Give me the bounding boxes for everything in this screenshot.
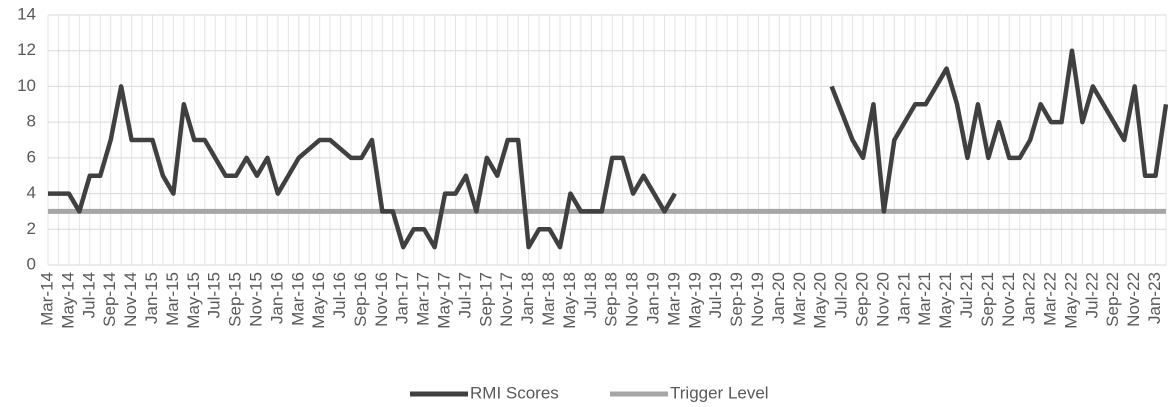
x-tick-label: Mar-16 — [288, 272, 307, 326]
x-tick-label: Nov-22 — [1124, 272, 1143, 327]
x-tick-label: Jan-16 — [267, 272, 286, 324]
x-tick-label: May-16 — [309, 272, 328, 329]
legend-label: RMI Scores — [470, 383, 559, 402]
x-tick-label: Mar-20 — [790, 272, 809, 326]
x-tick-label: Mar-21 — [915, 272, 934, 326]
x-tick-label: Mar-22 — [1041, 272, 1060, 326]
x-tick-label: Nov-19 — [748, 272, 767, 327]
x-tick-label: Jan-17 — [393, 272, 412, 324]
y-tick-label: 2 — [27, 219, 36, 238]
x-tick-label: May-21 — [936, 272, 955, 329]
x-tick-label: Mar-15 — [163, 272, 182, 326]
x-tick-label: Jul-21 — [957, 272, 976, 318]
x-tick-label: Mar-19 — [664, 272, 683, 326]
y-tick-label: 8 — [27, 112, 36, 131]
x-tick-label: Sep-14 — [100, 272, 119, 327]
y-tick-label: 4 — [27, 183, 36, 202]
x-tick-label: Jul-15 — [205, 272, 224, 318]
x-tick-label: Jan-15 — [142, 272, 161, 324]
x-tick-label: Jan-21 — [894, 272, 913, 324]
x-tick-label: May-14 — [58, 272, 77, 329]
x-tick-label: Nov-16 — [372, 272, 391, 327]
x-tick-label: Sep-18 — [602, 272, 621, 327]
x-tick-label: May-22 — [1061, 272, 1080, 329]
x-tick-label: Sep-20 — [852, 272, 871, 327]
x-tick-label: May-17 — [435, 272, 454, 329]
x-tick-label: Jul-16 — [330, 272, 349, 318]
x-tick-label: Jul-19 — [706, 272, 725, 318]
x-tick-label: Nov-15 — [246, 272, 265, 327]
y-tick-label: 10 — [17, 76, 36, 95]
legend-label: Trigger Level — [670, 383, 769, 402]
x-tick-label: Jan-19 — [644, 272, 663, 324]
x-tick-label: Jan-18 — [518, 272, 537, 324]
y-tick-label: 14 — [17, 4, 36, 23]
x-tick-label: Jan-23 — [1145, 272, 1164, 324]
x-tick-label: Nov-17 — [497, 272, 516, 327]
x-tick-label: Nov-21 — [999, 272, 1018, 327]
x-tick-label: Sep-21 — [978, 272, 997, 327]
x-tick-label: Sep-17 — [476, 272, 495, 327]
x-tick-label: Jan-22 — [1020, 272, 1039, 324]
x-tick-label: Sep-16 — [351, 272, 370, 327]
x-tick-label: May-15 — [184, 272, 203, 329]
series-line — [48, 48, 1168, 250]
x-tick-label: Mar-17 — [414, 272, 433, 326]
x-tick-label: May-20 — [811, 272, 830, 329]
x-tick-label: Jul-18 — [581, 272, 600, 318]
x-tick-label: Mar-18 — [539, 272, 558, 326]
x-tick-label: Nov-20 — [873, 272, 892, 327]
x-tick-label: Sep-15 — [226, 272, 245, 327]
x-tick-label: Jan-20 — [769, 272, 788, 324]
x-tick-label: Jul-17 — [455, 272, 474, 318]
legend-item: Trigger Level — [610, 383, 769, 402]
x-tick-label: Sep-22 — [1103, 272, 1122, 327]
x-tick-label: Sep-19 — [727, 272, 746, 327]
x-tick-label: Nov-18 — [623, 272, 642, 327]
x-tick-label: May-19 — [685, 272, 704, 329]
x-tick-label: Nov-14 — [121, 272, 140, 327]
x-tick-label: Jul-22 — [1082, 272, 1101, 318]
x-tick-label: Mar-14 — [37, 272, 56, 326]
legend-item: RMI Scores — [410, 383, 559, 402]
y-tick-label: 6 — [27, 147, 36, 166]
x-tick-label: Jul-20 — [832, 272, 851, 318]
y-tick-label: 0 — [27, 254, 36, 273]
y-tick-label: 12 — [17, 40, 36, 59]
x-tick-label: Jul-14 — [79, 272, 98, 318]
x-tick-label: May-18 — [560, 272, 579, 329]
